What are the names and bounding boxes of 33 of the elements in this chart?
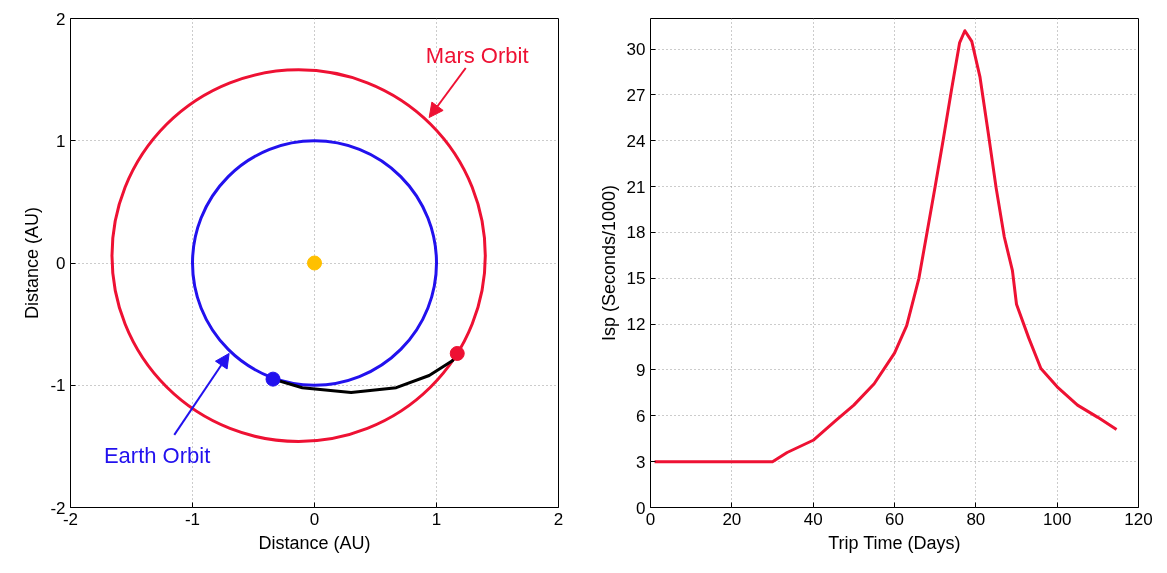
y-tick-label: 24 bbox=[626, 131, 646, 151]
y-axis-title: Distance (AU) bbox=[22, 206, 43, 320]
line-series bbox=[653, 29, 1119, 464]
y-tick-label: 2 bbox=[56, 9, 66, 29]
y-axis-title: Isp (Seconds/1000) bbox=[598, 184, 619, 342]
y-tick-label: 3 bbox=[636, 452, 646, 472]
x-tick-label: 80 bbox=[966, 509, 986, 529]
x-tick-label: 20 bbox=[722, 509, 742, 529]
x-tick-label: 100 bbox=[1042, 509, 1072, 529]
y-tick-label: 6 bbox=[636, 406, 646, 426]
y-tick-label: 18 bbox=[626, 223, 646, 243]
y-tick-label: 21 bbox=[626, 177, 646, 197]
x-tick-label: 60 bbox=[885, 509, 904, 529]
y-tick-label: 15 bbox=[626, 269, 646, 289]
y-tick-label: 1 bbox=[56, 131, 66, 151]
x-tick-label: -1 bbox=[184, 509, 201, 529]
y-tick-label: 30 bbox=[626, 40, 646, 60]
x-tick-label: 1 bbox=[431, 509, 442, 529]
x-tick-label: 120 bbox=[1124, 509, 1153, 529]
x-axis-title: Distance (AU) bbox=[258, 532, 371, 553]
x-tick-label: 40 bbox=[803, 509, 823, 529]
x-tick-label: 0 bbox=[309, 509, 320, 529]
y-tick-label: 12 bbox=[626, 315, 646, 335]
annotation: Earth Orbit bbox=[103, 442, 211, 468]
annotation: Mars Orbit bbox=[425, 43, 529, 69]
point bbox=[265, 371, 281, 387]
x-axis-title: Trip Time (Days) bbox=[828, 532, 961, 553]
y-tick-label: 0 bbox=[56, 254, 66, 273]
y-tick-label: 27 bbox=[626, 85, 646, 105]
y-tick-label: 9 bbox=[636, 360, 646, 380]
point bbox=[449, 345, 465, 361]
y-tick-label: -1 bbox=[50, 376, 66, 396]
x-tick-label: 2 bbox=[553, 509, 564, 529]
